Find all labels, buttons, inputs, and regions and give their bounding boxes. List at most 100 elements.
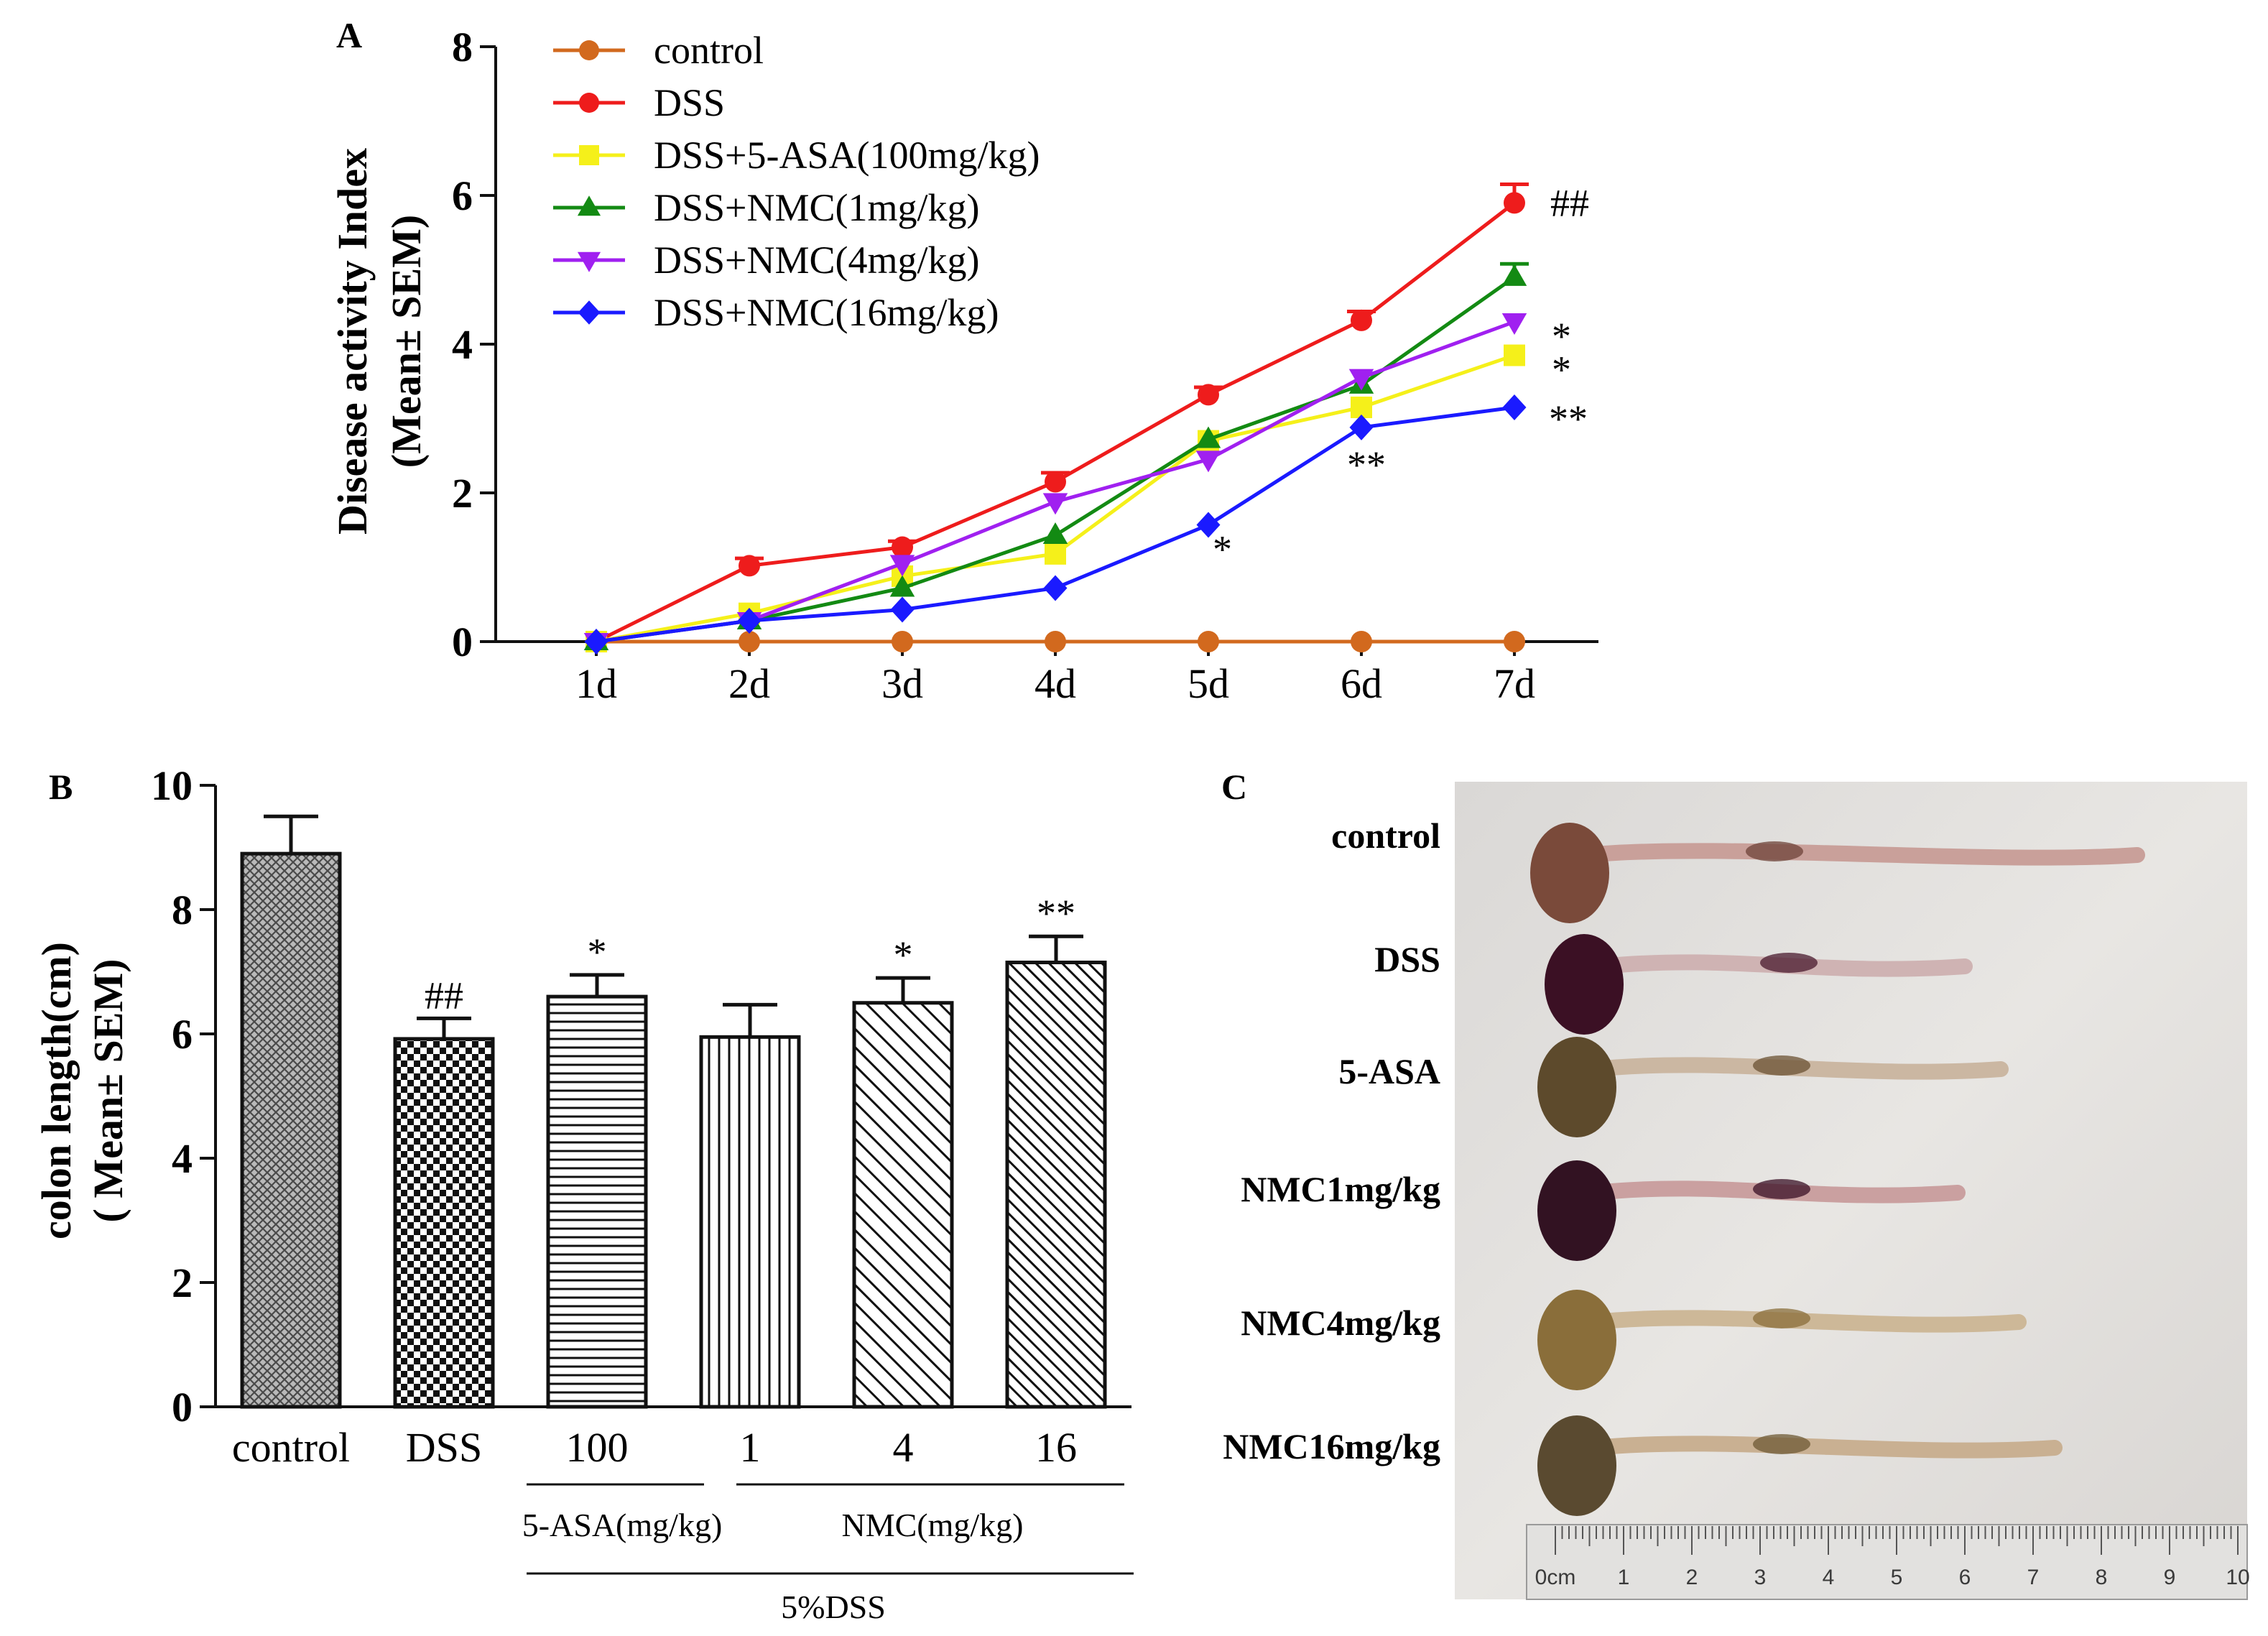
legend-item-4: DSS+NMC(4mg/kg) [553, 239, 980, 282]
data-point-circle [892, 631, 913, 652]
ruler-number: 3 [1754, 1566, 1767, 1589]
data-point-circle [579, 93, 599, 113]
chart-b-y-tick-label: 6 [172, 1011, 193, 1058]
legend-label: DSS+NMC(4mg/kg) [654, 239, 980, 282]
chart-a-x-tick-label: 1d [575, 660, 617, 707]
chart-a-y-tick-label: 0 [452, 619, 473, 665]
ruler-number: 10 [2226, 1566, 2249, 1589]
legend-item-0: control [553, 29, 764, 72]
significance-marker: * [1552, 315, 1571, 358]
chart-b-y-tick-label: 4 [172, 1135, 193, 1182]
bar-group-1: ## [393, 974, 495, 1409]
data-point-diamond [1349, 414, 1374, 440]
ruler-number: 2 [1686, 1566, 1698, 1589]
data-point-diamond [1043, 575, 1068, 601]
chart-a-line-chart: 0 2 4 6 8 1d 2d 3d 4d 5d 6d 7d control DSS DSS+5-ASA… [329, 24, 1598, 707]
data-point-circle [1504, 192, 1525, 214]
data-point-diamond [1196, 512, 1221, 538]
chart-b-y-tick-label: 2 [172, 1260, 193, 1306]
data-point-diamond [578, 300, 601, 325]
data-point-circle [1045, 471, 1066, 493]
group-label-dss: 5%DSS [781, 1589, 886, 1625]
chart-a-y-tick-label: 4 [452, 321, 473, 368]
data-point-triangle-up [1042, 522, 1068, 544]
bar-group-4: * [852, 933, 954, 1409]
chart-a-x-axis: 1d 2d 3d 4d 5d 6d 7d [496, 640, 1598, 707]
panel-letter-b: B [49, 767, 73, 807]
data-point-square [1045, 542, 1066, 565]
data-point-circle [1504, 631, 1525, 652]
bar [546, 994, 648, 1409]
colon-specimen-1 [1545, 934, 1973, 1035]
chart-a-y-axis: 0 2 4 6 8 [452, 24, 497, 665]
ruler-body [1526, 1524, 2248, 1600]
colon-segment [1746, 841, 1803, 861]
significance-marker: ** [1037, 892, 1075, 935]
colon-cecum [1537, 1160, 1616, 1261]
photo-label: 5-ASA [1338, 1051, 1440, 1091]
significance-marker: ** [1347, 443, 1386, 486]
data-point-diamond [737, 608, 762, 634]
colon-body [1580, 843, 2145, 866]
data-point-triangle-down [889, 555, 915, 577]
data-point-triangle-up [577, 195, 601, 216]
chart-a-y-tick-label: 6 [452, 172, 473, 219]
colon-segment [1753, 1308, 1810, 1328]
colon-cecum [1537, 1290, 1616, 1390]
colon-specimen-4 [1537, 1290, 2027, 1390]
ruler-number: 6 [1959, 1566, 1971, 1589]
legend-item-5: DSS+NMC(16mg/kg) [553, 291, 999, 334]
panel-letter-a: A [336, 15, 362, 55]
chart-b-y-tick-label: 0 [172, 1384, 193, 1431]
chart-a-x-tick-label: 4d [1035, 660, 1076, 707]
colon-body [1587, 1436, 2063, 1459]
chart-a-x-tick-label: 6d [1341, 660, 1382, 707]
bar-group-3 [699, 1002, 801, 1409]
data-point-square [579, 145, 599, 165]
ruler-number: 4 [1823, 1566, 1835, 1589]
bar [240, 851, 342, 1409]
data-point-triangle-down [1042, 493, 1068, 515]
colon-specimens [1530, 823, 2145, 1516]
chart-b-x-tick-label: 100 [566, 1424, 629, 1471]
colon-specimen-5 [1537, 1415, 2063, 1516]
data-point-circle [1198, 631, 1219, 652]
chart-a-y-label-line1: Disease activity Index [329, 148, 376, 535]
photo-label: NMC16mg/kg [1223, 1426, 1440, 1466]
bar-group-2: * [546, 930, 648, 1409]
colon-segment [1760, 953, 1818, 973]
photo-labels: control DSS 5-ASA NMC1mg/kg NMC4mg/kg NMC16mg… [1223, 815, 1440, 1466]
significance-marker: ## [1550, 181, 1589, 224]
data-point-triangle-up [1501, 264, 1527, 286]
colon-specimen-3 [1537, 1160, 1966, 1261]
legend-item-1: DSS [553, 81, 725, 124]
chart-b-x-axis: control DSS 100 1 4 16 [216, 1405, 1131, 1471]
data-point-triangle-down [1501, 313, 1527, 335]
legend-item-3: DSS+NMC(1mg/kg) [553, 186, 980, 229]
chart-a-x-tick-label: 7d [1494, 660, 1535, 707]
significance-marker: ## [425, 974, 463, 1017]
significance-marker: ** [1549, 397, 1588, 440]
bar [852, 1001, 954, 1409]
data-point-circle [739, 631, 760, 652]
colon-specimen-0 [1530, 823, 2145, 923]
chart-b-x-tick-label: DSS [406, 1424, 482, 1471]
colon-cecum [1537, 1415, 1616, 1516]
colon-cecum [1545, 934, 1624, 1035]
chart-b-x-tick-label: control [232, 1424, 350, 1471]
significance-marker: * [588, 930, 607, 974]
group-label-5asa: 5-ASA(mg/kg) [522, 1507, 723, 1543]
data-point-circle [892, 536, 913, 558]
colon-photo: control DSS 5-ASA NMC1mg/kg NMC4mg/kg NMC16mg… [1223, 782, 2250, 1600]
data-point-circle [579, 40, 599, 60]
chart-b-y-tick-label: 10 [151, 762, 193, 809]
chart-a-legend: control DSS DSS+5-ASA(100mg/kg) DSS+NMC(1mg… [553, 29, 1040, 334]
ruler: 0cm 1 2 3 4 5 6 7 8 9 10 [1526, 1524, 2250, 1600]
legend-label: DSS+5-ASA(100mg/kg) [654, 134, 1040, 177]
panel-letter-c: C [1221, 767, 1247, 807]
data-point-circle [1351, 631, 1372, 652]
chart-a-series-0 [585, 631, 1525, 652]
chart-b-x-tick-label: 1 [740, 1424, 761, 1471]
